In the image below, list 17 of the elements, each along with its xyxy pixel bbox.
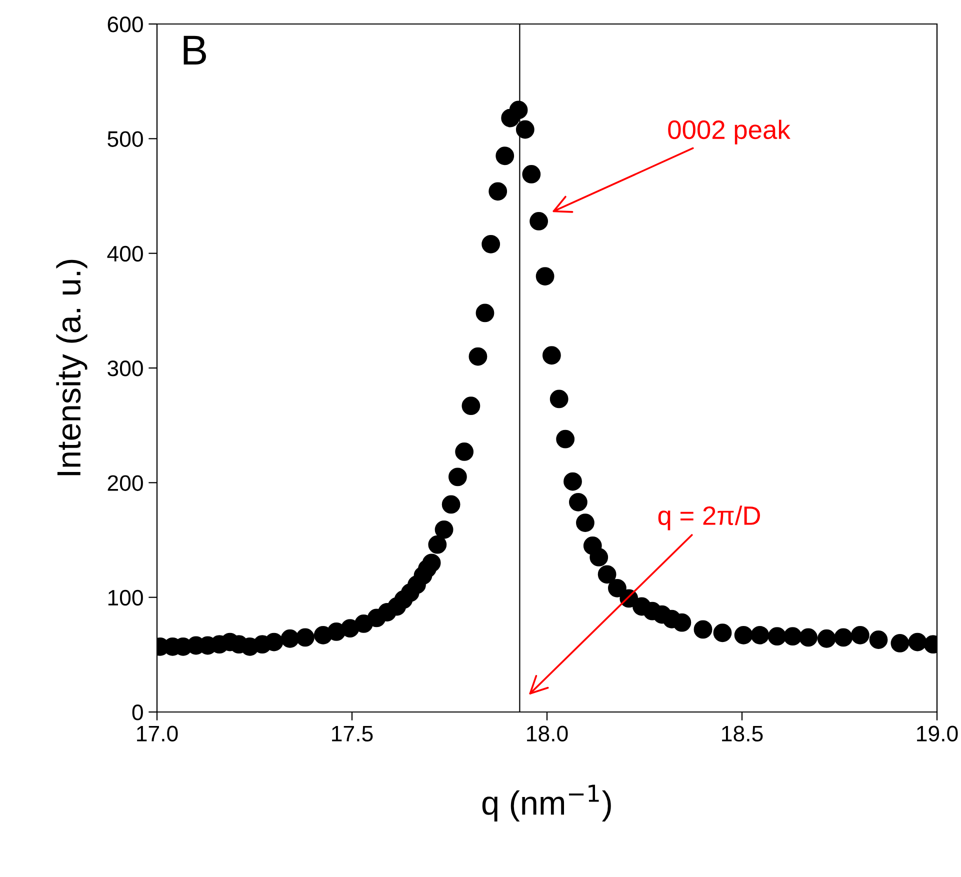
y-tick-label: 400 (107, 246, 143, 262)
y-tick-label: 300 (108, 360, 143, 376)
y-tick-label: 500 (108, 131, 143, 147)
x-tick-label: 19.0 (917, 726, 958, 742)
y-tick-label: 0 (132, 704, 143, 720)
x-axis-title: q (nm$^{−1}$) (482, 784, 611, 822)
x-tick-label: 17.5 (332, 726, 373, 742)
y-axis-title: Intensity (a. u.) (56, 260, 88, 476)
annotation: 0002 peak (668, 120, 790, 144)
annotation: B (184, 36, 206, 65)
y-tick-label: 600 (108, 16, 143, 32)
annotation: q = 2π/D (658, 506, 760, 530)
y-tick-label: 200 (108, 475, 143, 491)
x-tick-label: 18.5 (722, 726, 763, 742)
x-tick-label: 18.0 (527, 726, 568, 742)
x-tick-label: 17.0 (137, 726, 178, 742)
y-tick-label: 100 (108, 590, 143, 606)
